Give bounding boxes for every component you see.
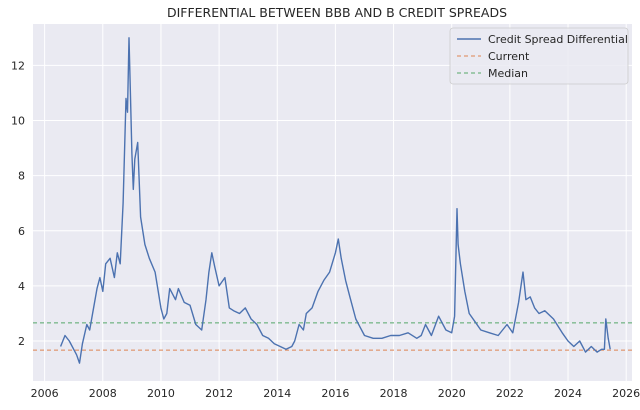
legend-box <box>449 27 629 85</box>
legend-label-current: Current <box>488 50 530 63</box>
reference-lines <box>33 322 632 351</box>
x-tick-label: 2020 <box>438 387 466 400</box>
chart-title: DIFFERENTIAL BETWEEN BBB AND B CREDIT SP… <box>167 5 507 20</box>
series-line-credit-spread-differential <box>59 37 611 364</box>
x-tick-label: 2016 <box>321 387 349 400</box>
y-tick-label: 6 <box>18 225 25 238</box>
x-tick-label: 2010 <box>147 387 175 400</box>
legend-label-median: Median <box>488 67 528 80</box>
x-tick-label: 2008 <box>89 387 117 400</box>
x-tick-label: 2006 <box>31 387 59 400</box>
y-tick-label: 10 <box>11 114 25 127</box>
x-tick-label: 2014 <box>263 387 291 400</box>
series-group <box>59 37 611 364</box>
x-tick-label: 2018 <box>380 387 408 400</box>
x-tick-label: 2022 <box>496 387 524 400</box>
y-axis: 2 4 6 8 10 12 <box>11 59 25 348</box>
x-tick-label: 2026 <box>612 387 640 400</box>
y-tick-label: 4 <box>18 280 25 293</box>
legend-label-series: Credit Spread Differential <box>488 33 628 46</box>
x-tick-label: 2024 <box>554 387 582 400</box>
legend: Credit Spread Differential Current Media… <box>449 27 629 85</box>
x-tick-label: 2012 <box>205 387 233 400</box>
y-tick-label: 2 <box>18 335 25 348</box>
y-tick-label: 8 <box>18 170 25 183</box>
x-axis: 2006 2008 2010 2012 2014 2016 2018 2020 2022 2024… <box>31 387 640 400</box>
y-tick-label: 12 <box>11 59 25 72</box>
